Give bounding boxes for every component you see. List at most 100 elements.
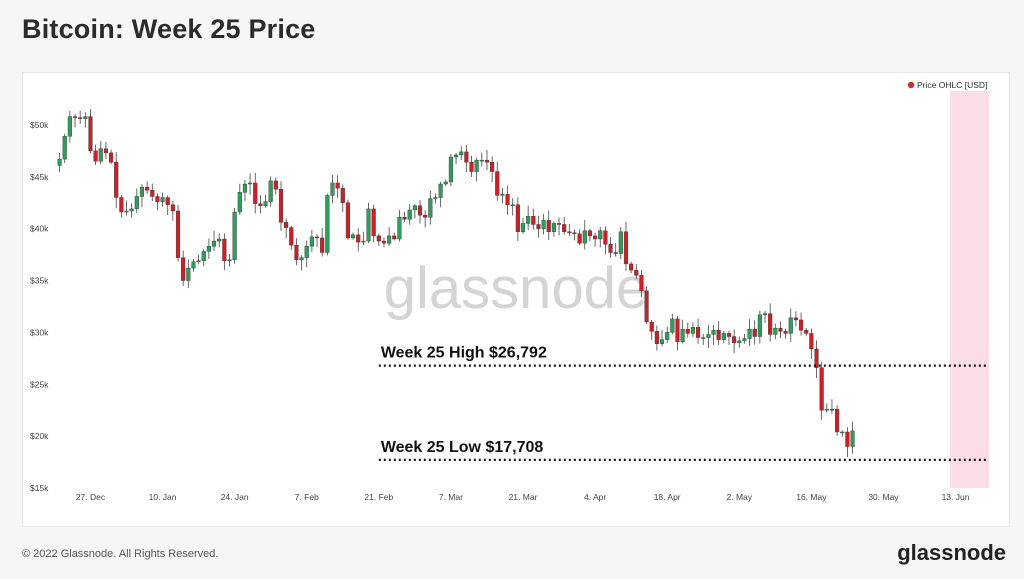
- candle-body: [438, 183, 443, 198]
- candle: [196, 255, 201, 265]
- candle: [809, 328, 814, 360]
- candle: [459, 146, 464, 161]
- candle: [680, 319, 685, 344]
- candle: [191, 258, 196, 272]
- candle-body: [603, 230, 608, 245]
- candle: [340, 184, 345, 212]
- candle: [150, 183, 155, 202]
- candle: [361, 231, 366, 246]
- candle-body: [659, 339, 665, 344]
- candle-body: [814, 348, 819, 368]
- candle: [510, 198, 515, 216]
- candle-body: [732, 336, 737, 343]
- annotation-label: Week 25 High $26,792: [381, 345, 547, 362]
- candle: [726, 330, 732, 345]
- candle-body: [572, 232, 577, 235]
- candle-body: [222, 238, 227, 261]
- candle: [299, 255, 304, 271]
- candle: [690, 322, 695, 338]
- candle-body: [665, 332, 670, 340]
- candle-body: [788, 317, 793, 334]
- candle-body: [325, 195, 330, 253]
- candle: [701, 333, 706, 345]
- candle: [469, 155, 474, 178]
- candle-body: [551, 223, 556, 232]
- candle: [227, 253, 232, 267]
- candle-body: [593, 235, 598, 240]
- candle-body: [690, 326, 695, 334]
- x-tick-label: 2. May: [727, 492, 753, 502]
- y-tick-label: $35k: [30, 276, 49, 286]
- candle: [685, 322, 690, 338]
- candle-body: [407, 209, 412, 220]
- legend-dot: [907, 81, 915, 89]
- candle-body: [536, 224, 541, 229]
- candle-body: [675, 318, 680, 342]
- candle: [531, 208, 536, 230]
- candle-body: [433, 197, 438, 199]
- candle-body: [88, 116, 93, 152]
- x-axis: 27. Dec 10. Jan 24. Jan 7. Feb 21. Feb 7. Mar…: [76, 492, 970, 502]
- x-tick-label: 30. May: [868, 492, 899, 502]
- candle-body: [459, 151, 464, 156]
- candle-body: [83, 116, 88, 119]
- candle-body: [644, 290, 649, 323]
- candle: [562, 216, 567, 235]
- candle-body: [124, 210, 129, 213]
- x-tick-label: 16. May: [796, 492, 827, 502]
- candle-body: [309, 236, 314, 247]
- legend-label: Price OHLC [USD]: [917, 80, 987, 90]
- candle: [423, 210, 428, 228]
- candle-body: [402, 217, 407, 220]
- x-tick-label: 4. Apr: [584, 492, 606, 502]
- x-tick-label: 27. Dec: [76, 492, 106, 502]
- x-tick-label: 10. Jan: [149, 492, 177, 502]
- candle: [201, 249, 206, 267]
- candle: [639, 270, 644, 298]
- watermark: glassnode: [384, 256, 648, 321]
- candle: [417, 200, 423, 224]
- candle: [505, 185, 510, 215]
- y-tick-label: $20k: [30, 431, 49, 441]
- candle: [186, 259, 191, 289]
- candle-body: [479, 159, 484, 162]
- candle: [165, 195, 170, 215]
- candle: [783, 328, 788, 339]
- candle: [814, 340, 819, 378]
- x-tick-label: 7. Feb: [295, 492, 319, 502]
- candle-body: [793, 317, 798, 321]
- candle: [428, 190, 433, 225]
- candle-body: [417, 205, 423, 216]
- candle: [587, 228, 592, 242]
- candle-body: [443, 181, 448, 185]
- candle-body: [268, 180, 273, 202]
- candle-body: [526, 215, 531, 224]
- candle: [438, 181, 443, 208]
- candle: [556, 217, 562, 236]
- candle-body: [361, 240, 366, 243]
- candle: [706, 324, 711, 348]
- candle-body: [134, 196, 139, 210]
- x-tick-label: 18. Apr: [654, 492, 681, 502]
- candle: [618, 226, 623, 259]
- candle-body: [778, 328, 783, 332]
- candles: [57, 108, 855, 458]
- candle: [263, 194, 268, 208]
- candle-body: [680, 329, 685, 342]
- candle-body: [799, 319, 804, 331]
- candle: [536, 215, 541, 238]
- candle: [181, 250, 186, 286]
- candle-body: [840, 431, 845, 434]
- candle-body: [242, 183, 247, 193]
- candle: [603, 226, 608, 255]
- candle-body: [623, 231, 629, 265]
- candle: [248, 173, 253, 195]
- candle: [268, 176, 273, 207]
- candle: [448, 153, 453, 187]
- candle-body: [387, 235, 392, 244]
- candle: [242, 179, 247, 202]
- candle-body: [464, 151, 469, 163]
- candle: [304, 240, 309, 268]
- candle-body: [165, 197, 170, 205]
- candle-body: [845, 431, 850, 447]
